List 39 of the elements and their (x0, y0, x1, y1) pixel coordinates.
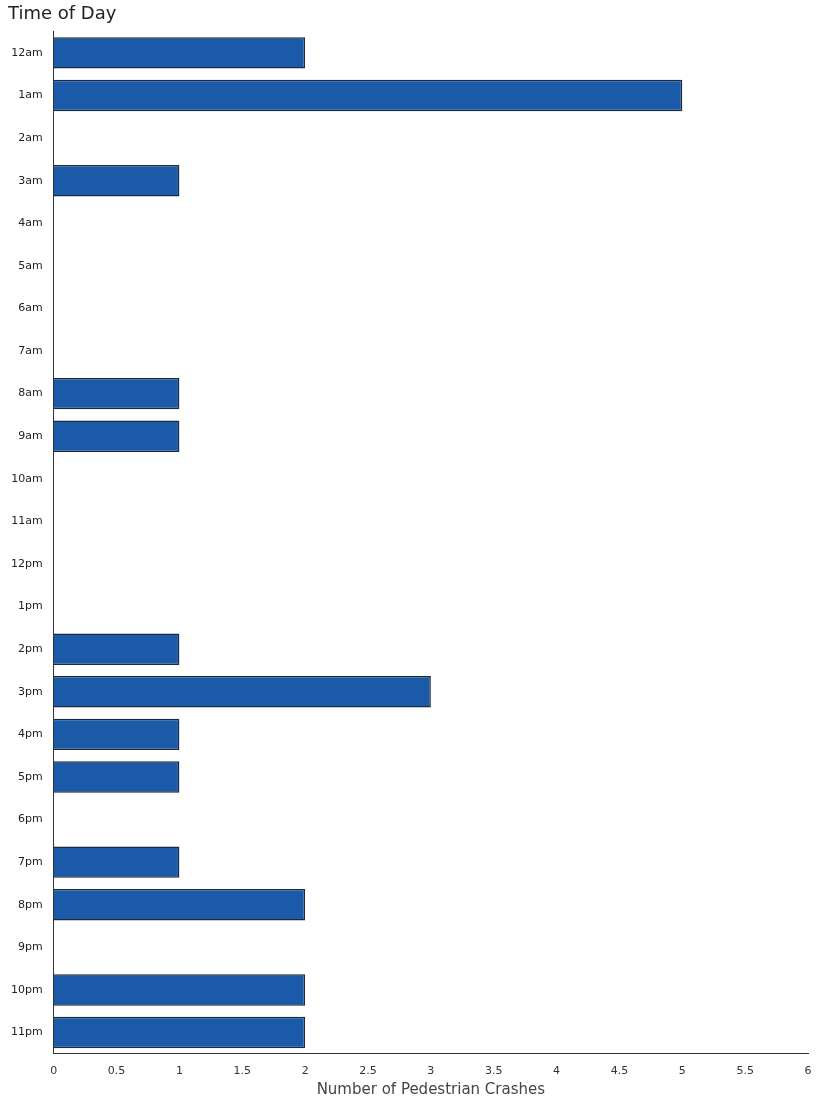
x-axis-title: Number of Pedestrian Crashes (316, 1079, 546, 1098)
y-tick-label: 3am (18, 173, 43, 187)
y-tick-label: 8am (18, 386, 43, 400)
y-tick-label: 9pm (17, 940, 43, 954)
y-tick-label: 10am (11, 471, 43, 485)
y-tick-label: 2am (18, 130, 43, 144)
y-tick-label: 4pm (17, 727, 43, 741)
x-tick-label: 3.5 (484, 1064, 503, 1078)
y-tick-label: 11am (11, 514, 43, 528)
y-tick-label: 6pm (17, 812, 43, 826)
chart-title: Time of Day (7, 2, 117, 24)
y-tick-label: 1pm (17, 599, 43, 613)
y-tick-label: 12am (11, 45, 43, 59)
x-tick-label: 1.5 (233, 1064, 252, 1078)
x-tick-label: 4 (553, 1064, 561, 1078)
x-tick-label: 1 (175, 1064, 183, 1078)
y-tick-label: 9am (18, 429, 43, 443)
y-tick-label: 5am (18, 258, 43, 272)
y-tick-label: 3pm (17, 684, 43, 698)
x-tick-label: 4.5 (610, 1064, 629, 1078)
x-tick-label: 2.5 (359, 1064, 377, 1078)
y-tick-label: 1am (18, 88, 43, 102)
x-tick-label: 5 (678, 1064, 686, 1078)
y-tick-label: 8pm (17, 897, 43, 911)
x-tick-label: 0 (50, 1064, 58, 1078)
y-tick-label: 10pm (10, 982, 43, 996)
y-tick-label: 2pm (17, 642, 43, 656)
y-tick-label: 7am (18, 343, 43, 357)
x-tick-label: 5.5 (736, 1064, 754, 1078)
y-tick-label: 5pm (17, 769, 43, 783)
y-tick-label: 12pm (10, 556, 43, 570)
y-tick-label: 6am (18, 301, 43, 315)
x-tick-label: 2 (301, 1064, 309, 1078)
y-tick-label: 4am (18, 216, 43, 230)
x-tick-label: 3 (427, 1064, 435, 1078)
y-tick-label: 7pm (17, 855, 43, 868)
x-tick-label: 6 (804, 1064, 812, 1078)
y-tick-label: 11pm (10, 1025, 43, 1039)
x-tick-label: 0.5 (107, 1064, 126, 1078)
